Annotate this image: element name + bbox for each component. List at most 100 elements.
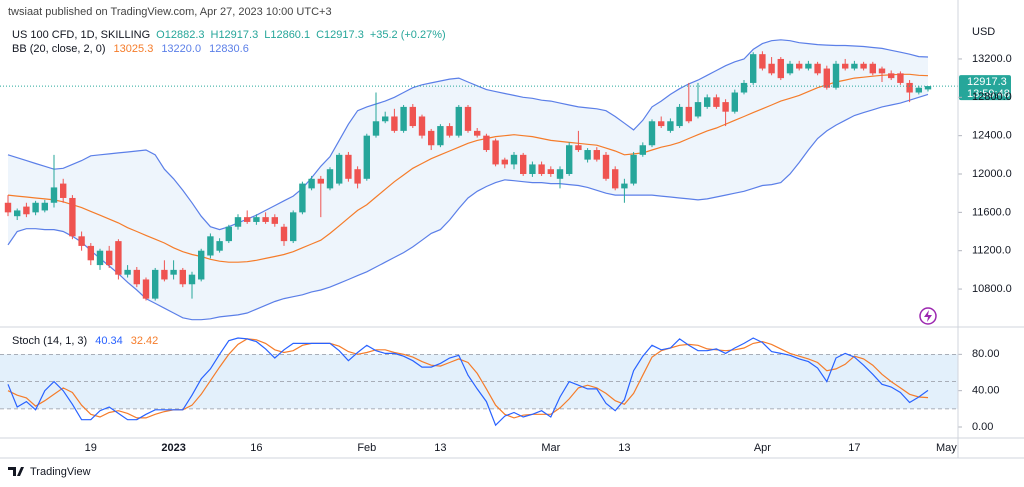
candle-body	[216, 241, 223, 251]
price-pane	[0, 39, 958, 321]
candle-body	[372, 121, 380, 136]
candle-body	[796, 63, 803, 69]
candle-body	[510, 154, 518, 165]
candle-body	[483, 135, 490, 151]
candle-body	[851, 63, 858, 69]
candle-body	[400, 106, 407, 131]
candle-body	[179, 269, 186, 285]
icon-bolt[interactable]	[924, 310, 932, 322]
candle-body	[750, 54, 757, 83]
currency-label: USD	[972, 26, 995, 38]
bb-upper-value: 13220.0	[161, 43, 201, 55]
price-tick-label: 11200.0	[972, 245, 1011, 257]
stoch-tick-label: 40.00	[972, 385, 1000, 397]
candle-body	[768, 63, 775, 74]
candle-body	[612, 169, 619, 189]
candle-body	[888, 73, 895, 79]
legend-change: +35.2 (+0.27%)	[370, 29, 446, 41]
last-price-label: 12917.3	[967, 76, 1007, 88]
candle-body	[704, 97, 711, 107]
candle-body	[860, 63, 867, 69]
footer-logo[interactable]: TradingView	[8, 466, 91, 478]
candle-body	[32, 202, 39, 213]
candle-body	[280, 226, 288, 242]
candle-body	[501, 159, 508, 165]
candle-body	[464, 106, 472, 131]
legend-open: O12882.3	[156, 29, 204, 41]
stoch-k-value: 40.34	[95, 335, 123, 347]
candle-body	[805, 63, 812, 69]
candle-body	[814, 63, 821, 74]
price-tick-label: 12400.0	[972, 130, 1012, 142]
candle-body	[142, 279, 150, 299]
candle-body	[363, 135, 370, 179]
legend-high: H12917.3	[211, 29, 259, 41]
ohlc-legend: US 100 CFD, 1D, SKILLING O12882.3 H12917.3…	[12, 29, 446, 41]
bb-upper-line	[7, 39, 929, 231]
stoch-tick-label: 0.00	[972, 421, 993, 433]
candle-body	[41, 202, 48, 211]
candle-body	[906, 82, 913, 93]
candle-body	[308, 178, 315, 189]
candle-body	[124, 269, 131, 275]
candle-body	[575, 145, 582, 151]
legend-close: C12917.3	[316, 29, 364, 41]
candle-body	[602, 154, 610, 179]
candle-body	[630, 154, 637, 184]
candle-body	[418, 116, 426, 136]
time-tick-label: Mar	[541, 442, 560, 454]
candle-body	[225, 226, 232, 242]
candle-body	[878, 68, 886, 74]
candle-body	[271, 217, 278, 224]
stoch-d-value: 32.42	[131, 335, 159, 347]
time-tick-label: 13	[618, 442, 630, 454]
candle-body	[520, 154, 527, 175]
time-tick-label: 2023	[161, 442, 185, 454]
last-price-tag	[959, 75, 1011, 101]
price-tick-label: 12000.0	[972, 168, 1012, 180]
brand-name[interactable]: TradingView	[30, 466, 91, 478]
candle-body	[391, 116, 398, 131]
stoch-legend: Stoch (14, 1, 3) 40.34 32.42	[12, 335, 158, 347]
candle-body	[759, 54, 766, 69]
candle-body	[556, 169, 564, 179]
candle-body	[78, 236, 85, 246]
time-tick-label: Apr	[754, 442, 771, 454]
candle-body	[915, 87, 922, 93]
legend-low: L12860.1	[264, 29, 310, 41]
candle-body	[382, 116, 389, 122]
candle-body	[106, 250, 113, 266]
candle-body	[584, 150, 591, 160]
bb-lower-value: 12830.6	[209, 43, 249, 55]
candle-body	[455, 106, 462, 136]
candle-body	[115, 241, 122, 275]
candle-body	[96, 250, 104, 266]
candle-body	[253, 217, 260, 222]
candle-body	[437, 126, 444, 146]
candle-body	[639, 145, 646, 155]
time-tick-label: 19	[85, 442, 97, 454]
candle-body	[234, 217, 242, 227]
time-tick-label: 13	[434, 442, 446, 454]
price-tick-label: 10800.0	[972, 283, 1012, 295]
candle-body	[152, 269, 159, 299]
axes: 12917.313:59:48 10800.0 11200.0 11600.0 1200…	[85, 53, 1012, 454]
stoch-name: Stoch (14, 1, 3)	[12, 335, 87, 347]
candle-body	[786, 63, 794, 74]
time-tick-label: Feb	[357, 442, 376, 454]
candle-body	[538, 164, 545, 175]
symbol: US 100 CFD, 1D, SKILLING	[12, 29, 150, 41]
bb-name: BB (20, close, 2, 0)	[12, 43, 106, 55]
logo-mark[interactable]	[8, 467, 24, 476]
indicator-icon[interactable]	[919, 307, 937, 325]
candle-body	[777, 58, 784, 79]
candle-body	[823, 68, 830, 88]
candle-body	[133, 269, 140, 285]
publisher-line: twsiaat published on TradingView.com, Ap…	[8, 6, 332, 18]
candle-body	[317, 178, 324, 184]
candle-body	[262, 217, 269, 222]
candle-body	[832, 63, 840, 88]
candle-body	[198, 250, 205, 280]
bb-basis-line	[7, 73, 929, 263]
